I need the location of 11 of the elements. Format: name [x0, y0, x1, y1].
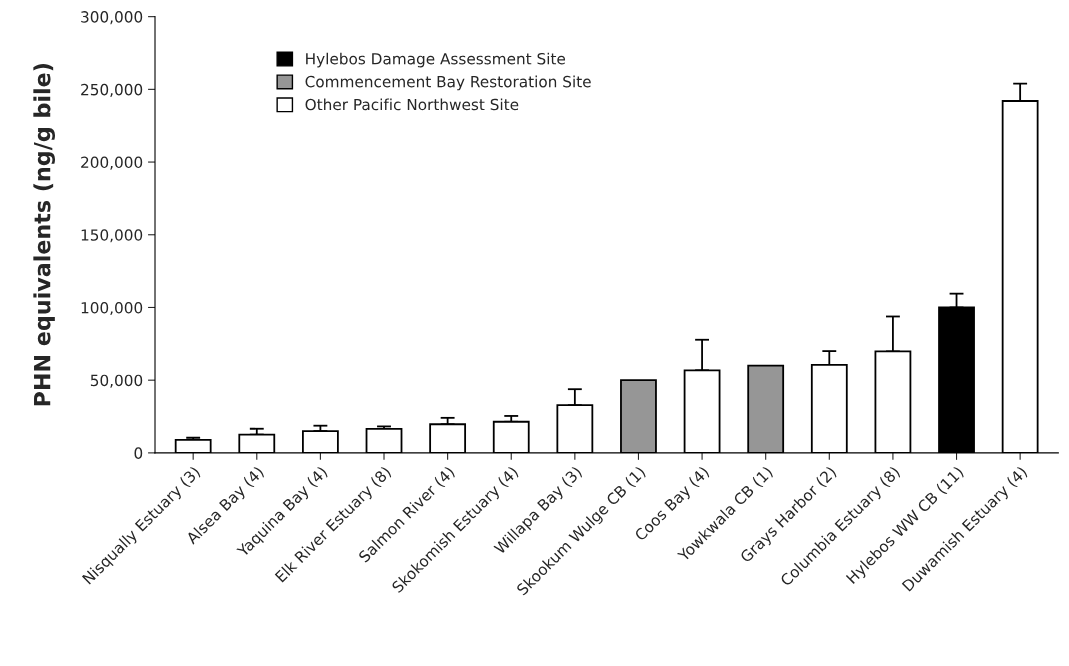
y-tick-label: 0 [134, 447, 143, 459]
legend-label: Hylebos Damage Assessment Site [306, 52, 566, 68]
y-tick-label: 200,000 [81, 156, 143, 170]
y-tick-label: 50,000 [90, 374, 143, 388]
y-tick-label: 300,000 [81, 11, 143, 25]
y-tick-label: 100,000 [81, 301, 143, 316]
y-tick-label: 250,000 [81, 83, 143, 97]
y-tick-label: 150,000 [81, 229, 143, 243]
legend-label: Other Pacific Northwest Site [305, 98, 519, 111]
y-axis-title: PHN equivalents (ng/g bile) [33, 64, 56, 406]
legend-label: Commencement Bay Restoration Site [305, 75, 591, 91]
